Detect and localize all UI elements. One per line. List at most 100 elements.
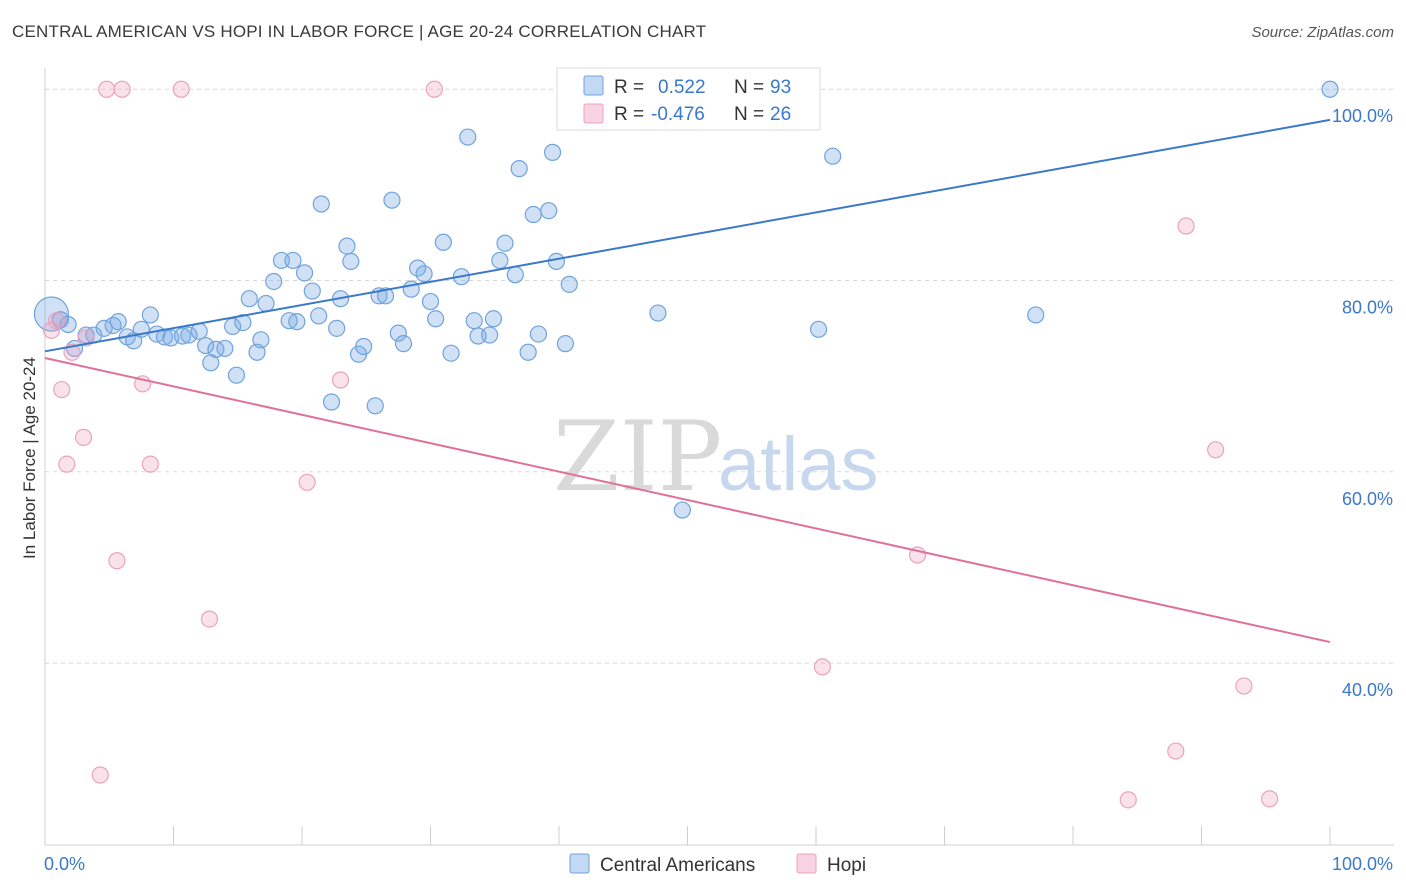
central-americans-point bbox=[427, 310, 445, 328]
central-americans-point bbox=[547, 252, 566, 270]
central-americans-point bbox=[234, 314, 252, 332]
central-americans-point bbox=[303, 282, 321, 300]
axes bbox=[44, 68, 1394, 846]
central-americans-point bbox=[389, 324, 407, 342]
hopi-point bbox=[425, 80, 443, 98]
legend-r-value: 0.522 bbox=[658, 77, 706, 98]
hopi-point bbox=[1177, 217, 1195, 235]
y-tick-label: 80.0% bbox=[1342, 298, 1393, 318]
central-americans-point bbox=[180, 326, 198, 344]
legend-r-value: -0.476 bbox=[651, 104, 705, 125]
central-americans-point bbox=[1027, 306, 1045, 324]
hopi-point bbox=[200, 610, 219, 628]
legend-n-label: N = bbox=[734, 77, 764, 98]
hopi-point bbox=[47, 312, 66, 330]
legend-r-label: R = bbox=[614, 77, 644, 98]
central-americans-point bbox=[109, 313, 127, 331]
central-americans-point bbox=[328, 319, 346, 337]
series-legend-swatch-hopi bbox=[796, 853, 817, 874]
central-americans-point bbox=[338, 237, 356, 255]
x-tick-label: 0.0% bbox=[44, 854, 85, 874]
central-americans-point bbox=[342, 252, 360, 270]
hopi-point bbox=[98, 80, 116, 98]
central-americans-point bbox=[529, 325, 548, 343]
central-americans-point bbox=[484, 310, 503, 328]
central-americans-point bbox=[376, 287, 395, 305]
legend-r-label: R = bbox=[614, 104, 644, 125]
central-americans-point bbox=[465, 312, 483, 330]
hopi-point bbox=[58, 455, 76, 473]
central-americans-point bbox=[434, 233, 452, 251]
central-americans-point bbox=[394, 335, 413, 353]
central-americans-trend-line bbox=[44, 118, 1331, 353]
central-americans-point bbox=[288, 313, 306, 331]
central-americans-point bbox=[543, 143, 562, 161]
legend-swatch-hopi bbox=[583, 103, 604, 124]
x-tick-labels: 0.0% 100.0% bbox=[44, 854, 1393, 874]
central-americans-point bbox=[322, 393, 341, 411]
chart-source: Source: ZipAtlas.com bbox=[1251, 24, 1394, 41]
series-legend-label: Hopi bbox=[827, 855, 866, 876]
hopi-point bbox=[113, 80, 131, 98]
central-americans-point bbox=[540, 202, 558, 220]
y-tick-label: 60.0% bbox=[1342, 489, 1393, 509]
series-legend: Central Americans Hopi bbox=[569, 853, 866, 876]
gridlines bbox=[45, 88, 1394, 664]
central-americans-point bbox=[216, 339, 234, 358]
central-americans-point bbox=[227, 366, 246, 384]
central-americans-point bbox=[824, 147, 842, 165]
hopi-point bbox=[91, 766, 109, 784]
y-tick-label: 40.0% bbox=[1342, 680, 1393, 700]
hopi-point bbox=[42, 321, 61, 339]
hopi-point bbox=[53, 380, 71, 399]
central-americans-point bbox=[197, 336, 215, 355]
central-americans-point bbox=[556, 335, 575, 353]
hopi-point bbox=[108, 552, 126, 570]
central-americans-point bbox=[649, 304, 667, 322]
hopi-point bbox=[63, 343, 81, 361]
series-legend-swatch-central-americans bbox=[569, 853, 590, 874]
hopi-point bbox=[1235, 677, 1253, 695]
legend-swatch-central-americans bbox=[583, 75, 604, 96]
correlation-legend: R = 0.522 N = 93 R = -0.476 N = 26 bbox=[556, 67, 821, 131]
central-americans-point bbox=[510, 160, 528, 178]
central-americans-point bbox=[560, 275, 578, 293]
hopi-point bbox=[1207, 441, 1225, 459]
y-tick-labels: 40.0% 60.0% 80.0% 100.0% bbox=[1332, 106, 1393, 700]
chart-title: CENTRAL AMERICAN VS HOPI IN LABOR FORCE … bbox=[12, 22, 707, 41]
central-americans-point bbox=[366, 397, 384, 415]
central-americans-point bbox=[519, 343, 537, 361]
central-americans-point bbox=[496, 234, 514, 252]
central-americans-point bbox=[355, 337, 373, 356]
central-americans-point bbox=[524, 205, 542, 224]
central-americans-point bbox=[173, 327, 192, 345]
data-points bbox=[33, 80, 1339, 809]
central-americans-point bbox=[265, 272, 283, 291]
central-americans-point bbox=[310, 307, 328, 325]
legend-box bbox=[556, 67, 821, 131]
central-americans-point bbox=[240, 290, 258, 308]
x-tick-label: 100.0% bbox=[1332, 854, 1393, 874]
hopi-point bbox=[141, 455, 159, 473]
central-americans-point bbox=[421, 292, 440, 311]
watermark-zip: ZIP bbox=[553, 401, 722, 513]
legend-n-label: N = bbox=[734, 104, 764, 125]
legend-n-value: 93 bbox=[770, 77, 791, 98]
central-americans-point bbox=[673, 501, 691, 519]
central-americans-point bbox=[284, 251, 302, 270]
watermark: ZIP atlas bbox=[553, 401, 879, 513]
hopi-trend-line bbox=[44, 357, 1331, 644]
hopi-point bbox=[172, 80, 190, 98]
central-americans-point bbox=[506, 266, 524, 284]
central-americans-point bbox=[459, 128, 477, 146]
hopi-point bbox=[298, 473, 316, 491]
central-americans-point bbox=[252, 331, 270, 349]
series-legend-label: Central Americans bbox=[600, 855, 755, 876]
central-americans-point bbox=[207, 340, 225, 358]
hopi-point bbox=[813, 658, 832, 676]
hopi-point bbox=[74, 428, 93, 446]
hopi-point bbox=[77, 329, 95, 347]
central-americans-point bbox=[415, 265, 433, 283]
y-axis-label: In Labor Force | Age 20-24 bbox=[20, 357, 39, 559]
legend-n-value: 26 bbox=[770, 104, 791, 125]
